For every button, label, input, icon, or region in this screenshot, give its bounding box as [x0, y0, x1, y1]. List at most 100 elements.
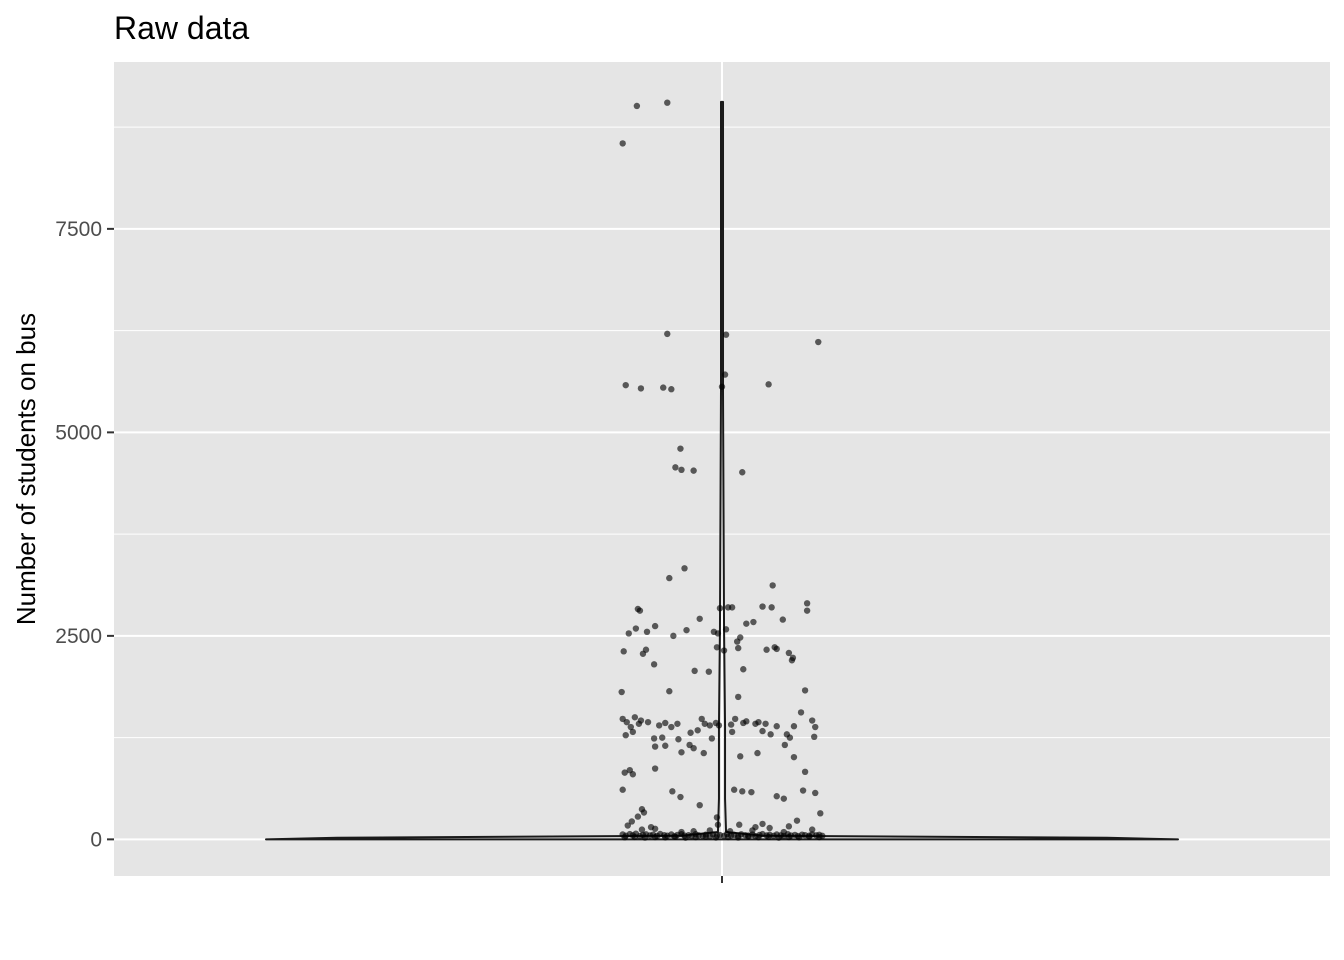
data-point-3 [664, 330, 671, 338]
data-point-29 [803, 607, 811, 614]
data-point-52 [763, 646, 770, 653]
data-point-67 [627, 723, 634, 731]
data-point-74 [668, 723, 675, 731]
y-tick-label-3: 7500 [55, 218, 102, 241]
data-point-22 [636, 607, 644, 614]
data-point-4 [722, 331, 730, 338]
data-point-58 [691, 667, 698, 675]
data-point-54 [773, 645, 780, 653]
data-point-133 [817, 810, 824, 817]
data-point-80 [715, 722, 723, 729]
data-point-91 [808, 717, 816, 724]
data-point-223 [702, 833, 709, 840]
data-point-30 [625, 630, 632, 637]
data-point-39 [722, 626, 730, 633]
data-point-127 [739, 788, 746, 795]
data-point-123 [669, 788, 676, 795]
data-point-225 [724, 833, 732, 841]
data-point-28 [803, 600, 811, 607]
data-point-111 [690, 745, 697, 752]
data-point-92 [812, 723, 819, 731]
data-point-131 [799, 787, 807, 794]
data-point-36 [696, 615, 703, 622]
data-point-50 [734, 638, 741, 645]
data-point-33 [651, 622, 659, 630]
data-point-32 [643, 628, 651, 635]
data-point-109 [678, 749, 685, 756]
data-point-140 [638, 826, 646, 833]
data-point-143 [714, 821, 722, 828]
data-point-224 [712, 834, 720, 841]
data-point-57 [788, 657, 796, 664]
data-point-141 [651, 825, 659, 832]
data-point-121 [801, 768, 809, 776]
chart-title: Raw data [114, 10, 249, 46]
data-point-35 [683, 626, 690, 634]
data-point-98 [687, 729, 694, 736]
data-point-119 [629, 771, 637, 778]
data-point-12 [765, 381, 772, 388]
data-point-218 [651, 833, 659, 841]
data-point-86 [755, 718, 762, 726]
data-point-232 [795, 834, 803, 841]
data-point-231 [785, 833, 793, 841]
data-point-102 [759, 727, 766, 735]
y-tick-label-0: 0 [90, 828, 102, 851]
data-point-60 [740, 666, 747, 673]
y-tick-label-1: 2500 [55, 625, 102, 648]
data-point-132 [812, 789, 819, 797]
data-point-17 [739, 469, 746, 476]
data-point-10 [718, 383, 726, 390]
data-point-93 [622, 731, 629, 739]
data-point-96 [659, 734, 666, 741]
data-point-81 [727, 721, 735, 728]
data-point-137 [628, 818, 636, 825]
data-point-233 [805, 833, 813, 840]
data-point-43 [779, 616, 786, 623]
data-point-105 [786, 734, 794, 741]
data-point-41 [743, 620, 750, 627]
data-point-135 [640, 809, 648, 816]
data-point-9 [668, 386, 675, 393]
data-point-229 [765, 833, 772, 841]
data-point-149 [793, 817, 801, 824]
data-point-126 [730, 786, 738, 793]
data-point-220 [672, 833, 679, 841]
data-point-222 [692, 833, 699, 841]
data-point-0 [619, 140, 626, 147]
data-point-31 [632, 625, 640, 632]
data-point-71 [644, 718, 652, 726]
data-point-7 [637, 385, 645, 392]
data-point-78 [706, 722, 714, 729]
data-point-38 [714, 630, 722, 637]
data-point-5 [815, 338, 822, 346]
data-point-125 [696, 801, 703, 809]
data-point-2 [664, 99, 671, 106]
data-point-16 [690, 467, 697, 474]
data-point-95 [650, 735, 658, 742]
data-point-48 [713, 644, 721, 651]
data-point-129 [773, 793, 780, 800]
data-point-88 [773, 723, 780, 730]
data-point-55 [785, 649, 793, 657]
data-point-51 [735, 644, 742, 652]
data-point-215 [621, 834, 628, 841]
data-point-130 [780, 795, 788, 802]
data-point-64 [801, 687, 809, 694]
data-point-44 [620, 648, 627, 655]
data-point-114 [754, 749, 761, 757]
data-point-116 [790, 753, 798, 761]
data-point-106 [811, 733, 818, 741]
data-point-124 [677, 793, 684, 801]
data-point-13 [677, 445, 684, 452]
data-point-90 [797, 709, 805, 716]
data-point-234 [816, 833, 823, 841]
data-point-26 [759, 603, 766, 610]
data-point-15 [678, 466, 685, 474]
data-point-216 [631, 833, 639, 841]
data-point-147 [766, 824, 773, 832]
data-point-115 [781, 741, 789, 749]
data-point-87 [762, 720, 769, 727]
data-point-73 [662, 719, 669, 727]
